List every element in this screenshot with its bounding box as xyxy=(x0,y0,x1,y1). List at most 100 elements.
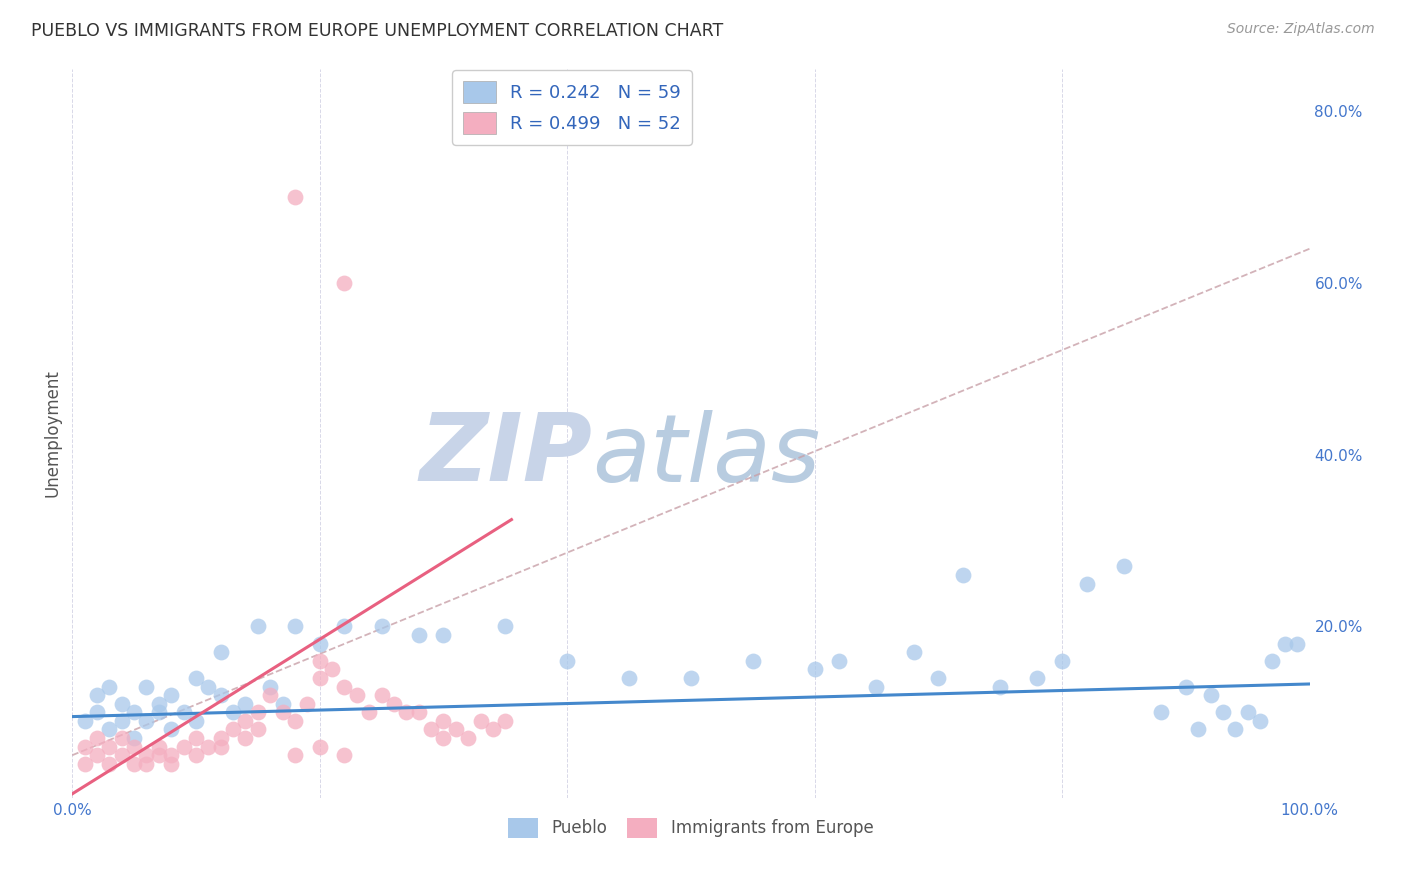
Point xyxy=(259,680,281,694)
Point xyxy=(184,671,207,685)
Point xyxy=(122,739,145,754)
Point xyxy=(284,190,307,204)
Point xyxy=(1050,654,1073,668)
Point xyxy=(470,714,492,728)
Point xyxy=(122,731,145,745)
Point xyxy=(135,756,157,771)
Point xyxy=(308,654,330,668)
Point xyxy=(1174,680,1197,694)
Point xyxy=(494,619,516,633)
Point xyxy=(408,706,430,720)
Point xyxy=(346,688,368,702)
Point xyxy=(98,739,121,754)
Point xyxy=(209,688,232,702)
Point xyxy=(160,723,183,737)
Point xyxy=(284,619,307,633)
Point xyxy=(86,688,108,702)
Point xyxy=(98,680,121,694)
Point xyxy=(952,568,974,582)
Point xyxy=(1225,723,1247,737)
Point xyxy=(1187,723,1209,737)
Point xyxy=(555,654,578,668)
Point xyxy=(679,671,702,685)
Point xyxy=(803,662,825,676)
Point xyxy=(284,748,307,763)
Point xyxy=(73,756,96,771)
Point xyxy=(1076,576,1098,591)
Point xyxy=(235,697,257,711)
Point xyxy=(209,645,232,659)
Point xyxy=(432,714,454,728)
Point xyxy=(122,756,145,771)
Point xyxy=(173,739,195,754)
Point xyxy=(222,723,245,737)
Point xyxy=(333,619,356,633)
Point xyxy=(333,748,356,763)
Point xyxy=(370,619,392,633)
Point xyxy=(432,628,454,642)
Point xyxy=(617,671,640,685)
Point xyxy=(86,706,108,720)
Point xyxy=(135,714,157,728)
Point xyxy=(271,697,294,711)
Point xyxy=(148,706,170,720)
Point xyxy=(988,680,1011,694)
Y-axis label: Unemployment: Unemployment xyxy=(44,369,60,497)
Point xyxy=(1249,714,1271,728)
Point xyxy=(73,714,96,728)
Legend: Pueblo, Immigrants from Europe: Pueblo, Immigrants from Europe xyxy=(502,811,880,845)
Point xyxy=(197,680,219,694)
Point xyxy=(828,654,851,668)
Point xyxy=(259,688,281,702)
Point xyxy=(148,739,170,754)
Point xyxy=(927,671,949,685)
Point xyxy=(1026,671,1049,685)
Text: atlas: atlas xyxy=(592,409,820,500)
Point xyxy=(457,731,479,745)
Point xyxy=(197,739,219,754)
Point xyxy=(98,756,121,771)
Point xyxy=(370,688,392,702)
Point xyxy=(73,739,96,754)
Point xyxy=(209,739,232,754)
Point xyxy=(1286,637,1309,651)
Point xyxy=(1150,706,1173,720)
Point xyxy=(98,723,121,737)
Point xyxy=(741,654,763,668)
Point xyxy=(184,748,207,763)
Point xyxy=(903,645,925,659)
Point xyxy=(86,731,108,745)
Point xyxy=(209,731,232,745)
Point xyxy=(184,714,207,728)
Point xyxy=(420,723,443,737)
Point xyxy=(308,637,330,651)
Point xyxy=(148,697,170,711)
Point xyxy=(333,680,356,694)
Point xyxy=(135,748,157,763)
Point xyxy=(333,276,356,290)
Text: PUEBLO VS IMMIGRANTS FROM EUROPE UNEMPLOYMENT CORRELATION CHART: PUEBLO VS IMMIGRANTS FROM EUROPE UNEMPLO… xyxy=(31,22,723,40)
Point xyxy=(111,748,134,763)
Point xyxy=(865,680,887,694)
Point xyxy=(297,697,319,711)
Point xyxy=(246,706,269,720)
Point xyxy=(235,714,257,728)
Point xyxy=(246,723,269,737)
Text: ZIP: ZIP xyxy=(419,409,592,501)
Point xyxy=(1112,559,1135,574)
Point xyxy=(444,723,467,737)
Point xyxy=(235,731,257,745)
Point xyxy=(1236,706,1258,720)
Point xyxy=(111,731,134,745)
Point xyxy=(1274,637,1296,651)
Point xyxy=(359,706,381,720)
Point xyxy=(246,619,269,633)
Point xyxy=(222,706,245,720)
Point xyxy=(432,731,454,745)
Point xyxy=(184,731,207,745)
Point xyxy=(1261,654,1284,668)
Point xyxy=(160,756,183,771)
Point xyxy=(284,714,307,728)
Point xyxy=(160,688,183,702)
Point xyxy=(482,723,505,737)
